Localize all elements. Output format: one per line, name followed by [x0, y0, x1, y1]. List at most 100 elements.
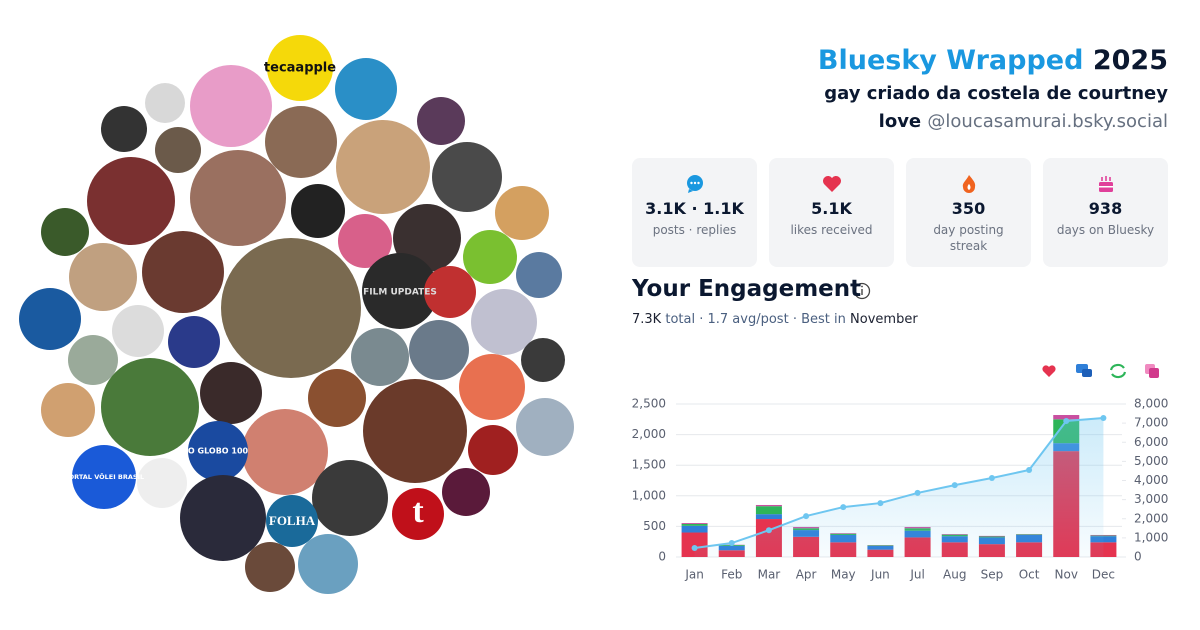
avatar[interactable]	[145, 83, 185, 123]
avatar[interactable]	[242, 409, 328, 495]
avatar[interactable]	[19, 288, 81, 350]
avatar[interactable]	[471, 289, 537, 355]
x-tick-label: Jan	[684, 568, 704, 582]
avatar[interactable]	[68, 335, 118, 385]
stat-label: posts · replies	[652, 223, 737, 237]
avatar[interactable]	[137, 458, 187, 508]
line-point	[765, 527, 772, 534]
avatar[interactable]	[168, 316, 220, 368]
avatar[interactable]	[101, 358, 199, 456]
avatar[interactable]	[221, 238, 361, 378]
legend-replies-icon-2	[1082, 369, 1092, 377]
avatar[interactable]	[442, 468, 490, 516]
line-point	[988, 475, 995, 482]
display-name: gay criado da costela de courtney love	[824, 83, 1168, 132]
avatar[interactable]	[265, 106, 337, 178]
avatar[interactable]	[417, 97, 465, 145]
avatar[interactable]	[190, 150, 286, 246]
avatar[interactable]	[521, 338, 565, 382]
x-tick-label: Mar	[758, 568, 781, 582]
y-tick-label: 0	[658, 550, 666, 564]
profile: gay criado da costela de courtney love @…	[808, 80, 1168, 136]
avatar[interactable]	[69, 243, 137, 311]
legend-reposts-icon	[1109, 363, 1127, 379]
avatar[interactable]	[180, 475, 266, 561]
avatar[interactable]	[468, 425, 518, 475]
avatar[interactable]	[335, 58, 397, 120]
avatar[interactable]	[112, 305, 164, 357]
line	[694, 416, 1104, 550]
avatar[interactable]	[41, 208, 89, 256]
x-tick-label: Sep	[981, 568, 1004, 582]
y2-tick-label: 5,000	[1134, 454, 1168, 468]
avatar[interactable]	[459, 354, 525, 420]
info-icon-dot	[861, 285, 863, 288]
avatar[interactable]	[432, 142, 502, 212]
avatar-text: FOLHA	[269, 513, 316, 528]
avatar-text: t	[412, 493, 424, 530]
avatar-text: PORTAL VÔLEI BRASIL	[64, 472, 144, 481]
avatar[interactable]	[516, 252, 562, 298]
stat-card: 350 day posting streak	[906, 158, 1031, 267]
avatar[interactable]	[267, 35, 333, 101]
bar-segment	[1053, 415, 1080, 420]
avatar[interactable]	[87, 157, 175, 245]
average: 1.7 avg/post	[707, 312, 789, 327]
avatar[interactable]	[363, 379, 467, 483]
avatar[interactable]	[190, 65, 272, 147]
avatar[interactable]	[409, 320, 469, 380]
bar-segment	[681, 525, 708, 533]
avatar[interactable]	[101, 106, 147, 152]
bar-segment	[755, 506, 782, 515]
line-point	[1100, 414, 1107, 421]
stat-value: 938	[1088, 199, 1123, 218]
avatar[interactable]	[291, 184, 345, 238]
avatar[interactable]	[266, 495, 318, 547]
y2-tick-label: 1,000	[1134, 530, 1168, 544]
bar-segment	[755, 514, 782, 520]
avatar[interactable]	[155, 127, 201, 173]
y-tick-label: 2,500	[632, 397, 666, 411]
y-tick-label: 1,500	[632, 458, 666, 472]
avatar[interactable]	[351, 328, 409, 386]
streak-icon	[962, 175, 976, 193]
avatar[interactable]	[245, 542, 295, 592]
avatar[interactable]	[298, 534, 358, 594]
x-tick-label: May	[831, 568, 856, 582]
avatar[interactable]	[142, 231, 224, 313]
avatar[interactable]	[72, 445, 136, 509]
y2-tick-label: 6,000	[1134, 435, 1168, 449]
stat-label: likes received	[790, 223, 873, 237]
title-brand: Bluesky Wrapped	[817, 45, 1084, 76]
avatar[interactable]	[516, 398, 574, 456]
avatar[interactable]	[463, 230, 517, 284]
avatar[interactable]	[495, 186, 549, 240]
avatar[interactable]	[41, 383, 95, 437]
info-icon[interactable]	[853, 282, 871, 300]
avatar[interactable]	[392, 488, 444, 540]
avatar-labels: tecaapple FILM UPDATES O GLOBO 100 PORTA…	[64, 61, 437, 530]
y2-tick-label: 2,000	[1134, 511, 1168, 525]
y2-tick-label: 3,000	[1134, 492, 1168, 506]
avatar[interactable]	[424, 266, 476, 318]
y-tick-label: 2,000	[632, 427, 666, 441]
avatar[interactable]	[312, 460, 388, 536]
y2-tick-label: 8,000	[1134, 397, 1168, 411]
avatar-collage	[19, 35, 574, 594]
handle[interactable]: @loucasamurai.bsky.social	[927, 111, 1168, 132]
line-point	[691, 545, 698, 552]
avatar-text: tecaapple	[264, 61, 336, 76]
avatar[interactable]	[200, 362, 262, 424]
posts-icon	[687, 175, 703, 193]
x-tick-label: Nov	[1055, 568, 1078, 582]
avatar[interactable]	[338, 214, 392, 268]
avatar[interactable]	[362, 253, 438, 329]
stat-value: 5.1K	[811, 199, 852, 218]
legend-quotes-icon-2	[1149, 368, 1159, 378]
avatar[interactable]	[188, 421, 248, 481]
avatar[interactable]	[336, 120, 430, 214]
stat-card: 938 days on Bluesky	[1043, 158, 1168, 267]
stat-value: 3.1K · 1.1K	[645, 199, 744, 218]
avatar[interactable]	[308, 369, 366, 427]
